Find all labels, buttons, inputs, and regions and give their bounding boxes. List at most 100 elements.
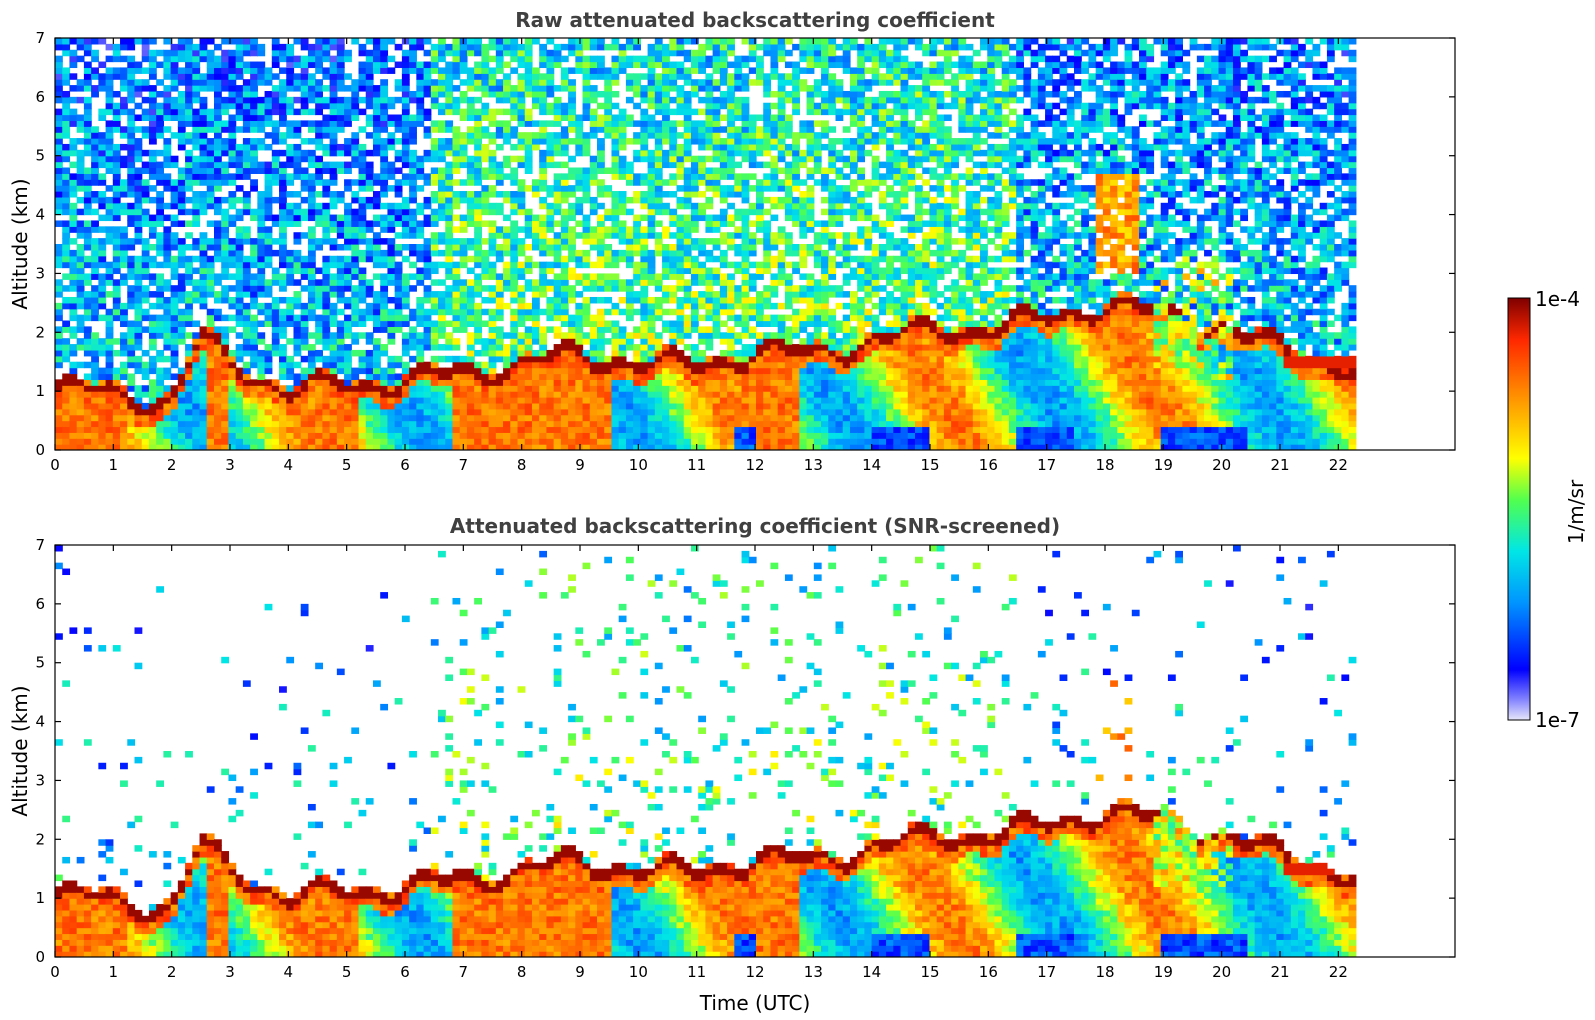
- heatmap-cell: [300, 90, 309, 98]
- heatmap-cell: [654, 338, 663, 345]
- heatmap-cell: [654, 373, 663, 380]
- heatmap-cell: [329, 314, 338, 322]
- heatmap-cell: [286, 420, 295, 428]
- heatmap-cell: [430, 332, 439, 339]
- heatmap-cell: [112, 49, 121, 57]
- heatmap-cell: [242, 191, 251, 198]
- heatmap-cell: [141, 444, 150, 450]
- heatmap-cell: [250, 244, 258, 251]
- heatmap-cell: [156, 249, 165, 257]
- heatmap-cell: [329, 196, 338, 204]
- heatmap-cell: [698, 314, 707, 322]
- heatmap-cell: [206, 408, 215, 416]
- heatmap-cell: [683, 296, 692, 304]
- heatmap-cell: [401, 285, 410, 292]
- heatmap-cell: [546, 267, 555, 275]
- heatmap-cell: [83, 226, 92, 233]
- heatmap-cell: [423, 108, 432, 116]
- heatmap-cell: [474, 291, 482, 298]
- heatmap-cell: [575, 232, 584, 239]
- heatmap-cell: [206, 255, 215, 263]
- heatmap-cell: [112, 126, 121, 133]
- heatmap-cell: [503, 379, 511, 386]
- heatmap-cell: [221, 361, 230, 369]
- heatmap-cell: [271, 126, 280, 133]
- heatmap-cell: [358, 391, 367, 398]
- heatmap-cell: [625, 244, 634, 251]
- heatmap-cell: [235, 55, 244, 63]
- heatmap-cell: [618, 138, 627, 145]
- heatmap-cell: [322, 438, 331, 445]
- heatmap-cell: [300, 426, 309, 433]
- heatmap-cell: [452, 67, 461, 74]
- heatmap-cell: [481, 196, 490, 204]
- heatmap-cell: [69, 114, 78, 121]
- heatmap-cell: [105, 391, 114, 398]
- heatmap-cell: [322, 161, 331, 169]
- heatmap-cell: [185, 244, 193, 251]
- heatmap-cell: [683, 414, 692, 422]
- heatmap-cell: [510, 444, 519, 450]
- heatmap-cell: [55, 420, 63, 428]
- heatmap-cell: [83, 420, 92, 428]
- heatmap-cell: [409, 385, 417, 392]
- heatmap-cell: [192, 202, 201, 210]
- heatmap-cell: [546, 444, 555, 450]
- heatmap-cell: [55, 332, 63, 339]
- heatmap-cell: [83, 132, 92, 139]
- heatmap-cell: [553, 108, 562, 116]
- heatmap-cell: [589, 238, 598, 245]
- heatmap-cell: [662, 49, 670, 57]
- heatmap-cell: [177, 167, 186, 174]
- heatmap-cell: [380, 249, 389, 257]
- heatmap-cell: [170, 308, 179, 316]
- heatmap-cell: [235, 114, 244, 121]
- heatmap-cell: [213, 167, 222, 174]
- heatmap-cell: [503, 132, 511, 139]
- heatmap-cell: [589, 373, 598, 380]
- heatmap-cell: [315, 49, 323, 57]
- heatmap-cell: [698, 279, 707, 286]
- heatmap-cell: [156, 432, 165, 439]
- heatmap-cell: [430, 420, 439, 428]
- heatmap-cell: [647, 114, 656, 121]
- heatmap-cell: [91, 85, 99, 92]
- heatmap-cell: [279, 238, 287, 245]
- heatmap-cell: [625, 226, 634, 233]
- heatmap-cell: [213, 179, 222, 186]
- heatmap-cell: [242, 102, 251, 110]
- heatmap-cell: [625, 367, 634, 375]
- heatmap-cell: [597, 238, 605, 245]
- heatmap-cell: [568, 397, 576, 404]
- heatmap-cell: [647, 397, 656, 404]
- heatmap-cell: [654, 220, 663, 227]
- heatmap-cell: [690, 79, 699, 86]
- heatmap-cell: [582, 173, 591, 180]
- heatmap-cell: [409, 332, 417, 339]
- heatmap-cell: [192, 320, 201, 327]
- heatmap-cell: [683, 314, 692, 322]
- heatmap-cell: [286, 43, 295, 51]
- heatmap-cell: [582, 385, 591, 392]
- heatmap-cell: [423, 132, 432, 139]
- heatmap-cell: [286, 367, 295, 375]
- heatmap-cell: [148, 367, 157, 375]
- heatmap-cell: [633, 279, 641, 286]
- heatmap-cell: [279, 249, 287, 257]
- heatmap-cell: [654, 161, 663, 169]
- heatmap-cell: [416, 332, 425, 339]
- heatmap-cell: [322, 279, 331, 286]
- heatmap-cell: [416, 314, 425, 322]
- heatmap-cell: [293, 132, 302, 139]
- heatmap-cell: [264, 397, 273, 404]
- heatmap-cell: [213, 249, 222, 257]
- heatmap-cell: [568, 167, 576, 174]
- heatmap-cell: [76, 302, 85, 310]
- heatmap-cell: [380, 326, 389, 333]
- heatmap-cell: [625, 302, 634, 310]
- heatmap-cell: [228, 408, 237, 416]
- heatmap-cell: [221, 61, 230, 69]
- heatmap-cell: [192, 255, 201, 263]
- heatmap-cell: [430, 414, 439, 422]
- heatmap-cell: [618, 167, 627, 174]
